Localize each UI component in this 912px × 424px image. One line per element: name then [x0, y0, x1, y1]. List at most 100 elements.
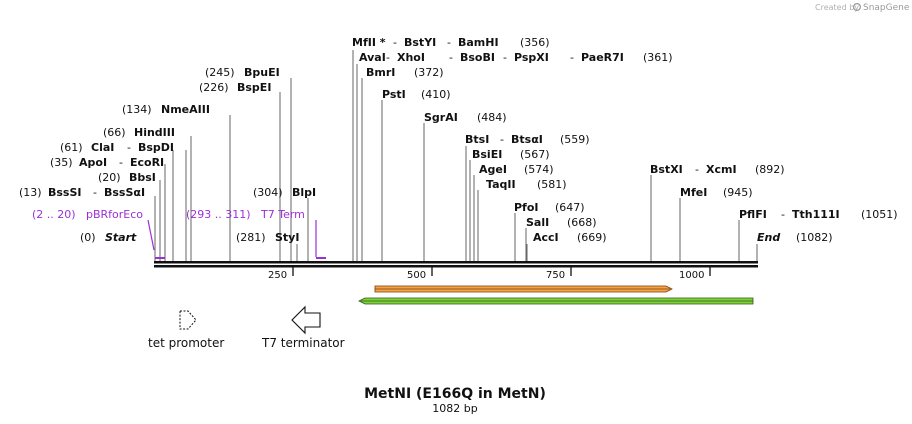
site-label-taqii[interactable]: TaqII (581)	[486, 178, 567, 191]
svg-text:(226): (226)	[199, 81, 229, 94]
tick-label-500: 500	[407, 270, 426, 281]
svg-text:-: -	[449, 51, 453, 64]
feature-label-tet-promoter: tet promoter	[148, 336, 224, 350]
svg-text:-: -	[781, 208, 785, 221]
svg-text:-: -	[386, 51, 390, 64]
svg-text:AgeI: AgeI	[479, 163, 507, 176]
svg-text:EcoRI: EcoRI	[130, 156, 164, 169]
site-label-mfli[interactable]: MfII * - BstYI - BamHI (356)	[352, 36, 550, 49]
site-label-btsi[interactable]: BtsI - BtsαI (559)	[465, 133, 590, 146]
credit-brand: SnapGene	[863, 3, 910, 13]
svg-text:NmeAIII: NmeAIII	[161, 103, 210, 116]
svg-text:(647): (647)	[555, 201, 585, 214]
orf-forward[interactable]	[374, 285, 673, 293]
svg-text:(293 .. 311): (293 .. 311)	[186, 208, 251, 221]
svg-text:BlpI: BlpI	[292, 186, 316, 199]
svg-text:(281): (281)	[236, 231, 266, 244]
site-label-bpuei[interactable]: (245) BpuEI	[205, 66, 280, 79]
svg-text:XcmI: XcmI	[706, 163, 737, 176]
orf-reverse[interactable]	[358, 297, 754, 305]
svg-text:(567): (567)	[520, 148, 550, 161]
svg-text:(559): (559)	[560, 133, 590, 146]
primer-connectors	[147, 219, 317, 257]
primer-label-pbrforeco[interactable]: (2 .. 20) pBRforEco	[32, 208, 143, 221]
svg-text:(61): (61)	[60, 141, 83, 154]
site-label-pfoi[interactable]: PfoI (647)	[514, 201, 585, 214]
svg-text:PfoI: PfoI	[514, 201, 539, 214]
site-label-hindiii[interactable]: (66) HindIII	[103, 126, 175, 139]
svg-text:BsiEI: BsiEI	[472, 148, 502, 161]
ruler-ticks	[292, 267, 711, 276]
svg-text:Start: Start	[105, 231, 137, 244]
site-label-bspei[interactable]: (226) BspEI	[199, 81, 271, 94]
svg-text:(361): (361)	[643, 51, 673, 64]
site-label-styi[interactable]: (281) StyI	[236, 231, 299, 244]
site-label-apoi[interactable]: (35) ApoI - EcoRI	[50, 156, 164, 169]
sequence-title: MetNI (E166Q in MetN)	[364, 386, 546, 402]
sequence-length: 1082 bp	[432, 402, 477, 415]
svg-text:BssSI: BssSI	[48, 186, 82, 199]
svg-text:(669): (669)	[577, 231, 607, 244]
svg-text:-: -	[570, 51, 574, 64]
svg-text:(2 .. 20): (2 .. 20)	[32, 208, 76, 221]
feature-label-t7-terminator: T7 terminator	[261, 336, 345, 350]
svg-text:BstXI: BstXI	[650, 163, 683, 176]
terminator-arrow-icon[interactable]	[291, 305, 321, 335]
tick-label-1000: 1000	[679, 270, 704, 281]
svg-text:(574): (574)	[524, 163, 554, 176]
svg-text:BpuEI: BpuEI	[244, 66, 280, 79]
svg-text:(0): (0)	[80, 231, 96, 244]
svg-text:T7 Term: T7 Term	[260, 208, 305, 221]
site-label-pflfi[interactable]: PflFI - Tth111I (1051)	[739, 208, 898, 221]
svg-text:PstI: PstI	[382, 88, 406, 101]
svg-text:-: -	[695, 163, 699, 176]
svg-text:(484): (484)	[477, 111, 507, 124]
site-label-sali[interactable]: SalI (668)	[526, 216, 597, 229]
svg-text:BamHI: BamHI	[458, 36, 499, 49]
primer-label-t7term[interactable]: (293 .. 311) T7 Term	[186, 208, 305, 221]
svg-text:MfII *: MfII *	[352, 36, 386, 49]
site-label-bbsi[interactable]: (20) BbsI	[98, 171, 156, 184]
tick-label-250: 250	[268, 270, 287, 281]
svg-text:(35): (35)	[50, 156, 73, 169]
svg-text:pBRforEco: pBRforEco	[86, 208, 143, 221]
site-label-psti[interactable]: PstI (410)	[382, 88, 451, 101]
site-label-nmeaiii[interactable]: (134) NmeAIII	[122, 103, 210, 116]
svg-text:StyI: StyI	[275, 231, 299, 244]
site-label-bmri[interactable]: BmrI (372)	[366, 66, 444, 79]
site-label-clai[interactable]: (61) ClaI - BspDI	[60, 141, 174, 154]
svg-text:BmrI: BmrI	[366, 66, 395, 79]
svg-text:ApoI: ApoI	[79, 156, 107, 169]
site-label-bstxi[interactable]: BstXI - XcmI (892)	[650, 163, 785, 176]
site-label-blpi[interactable]: (304) BlpI	[253, 186, 316, 199]
site-label-agei[interactable]: AgeI (574)	[479, 163, 554, 176]
end-label[interactable]: End (1082)	[757, 231, 833, 244]
svg-text:(892): (892)	[755, 163, 785, 176]
svg-text:(945): (945)	[723, 186, 753, 199]
svg-text:End: End	[757, 231, 780, 244]
svg-text:-: -	[93, 186, 97, 199]
site-label-sgrai[interactable]: SgrAI (484)	[424, 111, 507, 124]
svg-text:(134): (134)	[122, 103, 152, 116]
svg-text:PflFI: PflFI	[739, 208, 767, 221]
site-label-avai[interactable]: AvaI - XhoI - BsoBI - PspXI - PaeR7I (36…	[359, 51, 673, 64]
svg-text:BsoBI: BsoBI	[460, 51, 495, 64]
svg-text:BspDI: BspDI	[138, 141, 174, 154]
promoter-arrow-icon[interactable]	[179, 310, 197, 330]
svg-text:SgrAI: SgrAI	[424, 111, 458, 124]
start-label[interactable]: (0) Start	[80, 231, 137, 244]
svg-text:BssSαI: BssSαI	[104, 186, 145, 199]
svg-text:(20): (20)	[98, 171, 121, 184]
svg-text:BtsI: BtsI	[465, 133, 489, 146]
sequence-backbone[interactable]	[154, 261, 758, 268]
svg-text:AvaI: AvaI	[359, 51, 386, 64]
site-label-mfei[interactable]: MfeI (945)	[680, 186, 753, 199]
site-label-acci[interactable]: AccI (669)	[533, 231, 607, 244]
tick-label-750: 750	[546, 270, 565, 281]
site-label-bsiei[interactable]: BsiEI (567)	[472, 148, 550, 161]
svg-text:MfeI: MfeI	[680, 186, 707, 199]
site-label-bsssi[interactable]: (13) BssSI - BssSαI	[19, 186, 145, 199]
svg-text:(356): (356)	[520, 36, 550, 49]
